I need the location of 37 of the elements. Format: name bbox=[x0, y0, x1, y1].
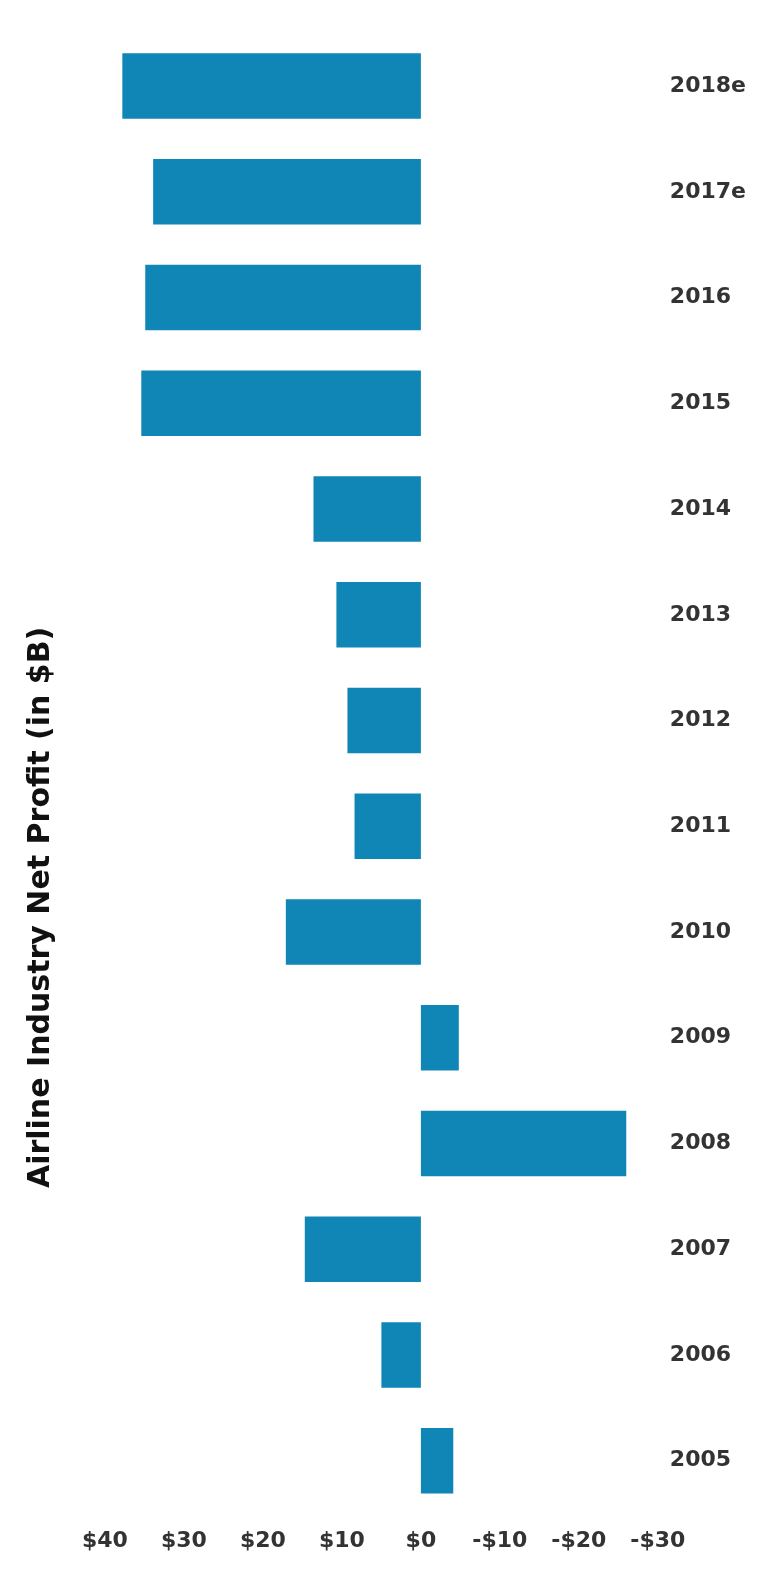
y-tick-label: 2015 bbox=[669, 389, 732, 415]
bar bbox=[313, 476, 421, 542]
y-tick-label: 2007 bbox=[669, 1234, 732, 1260]
y-tick-label: 2018e bbox=[669, 71, 746, 97]
x-tick-label: $0 bbox=[405, 1526, 437, 1552]
x-tick-label: $20 bbox=[239, 1526, 286, 1552]
y-tick-label: 2017e bbox=[669, 177, 746, 203]
bar bbox=[153, 159, 421, 225]
y-tick-label: 2014 bbox=[669, 494, 732, 520]
bar bbox=[122, 53, 421, 119]
bar bbox=[347, 687, 421, 754]
y-tick-label: 2012 bbox=[669, 706, 732, 732]
bar bbox=[145, 264, 421, 331]
bar bbox=[420, 1110, 627, 1177]
x-tick-label: -$20 bbox=[551, 1526, 607, 1552]
bar bbox=[420, 1004, 459, 1071]
x-tick-label: $10 bbox=[318, 1526, 365, 1552]
x-tick-label: -$30 bbox=[630, 1526, 686, 1552]
text: Airline Industry Net Profit (in $B) bbox=[20, 625, 56, 1188]
y-tick-label: 2008 bbox=[669, 1129, 732, 1155]
bar bbox=[420, 1427, 454, 1494]
x-tick-label: -$10 bbox=[472, 1526, 528, 1552]
bar bbox=[336, 582, 421, 648]
x-tick-label: $30 bbox=[160, 1526, 207, 1552]
bar bbox=[304, 1216, 421, 1283]
y-tick-label: 2016 bbox=[669, 283, 732, 309]
y-tick-label: 2009 bbox=[669, 1023, 732, 1049]
y-tick-label: 2005 bbox=[669, 1446, 732, 1472]
y-tick-label: 2013 bbox=[669, 600, 732, 626]
bar bbox=[141, 370, 421, 437]
y-tick-label: 2011 bbox=[669, 811, 732, 837]
y-tick-label: 2006 bbox=[669, 1340, 732, 1366]
bar bbox=[285, 899, 421, 965]
x-tick-label: $40 bbox=[81, 1526, 128, 1552]
bar bbox=[354, 793, 421, 860]
y-tick-label: 2010 bbox=[669, 917, 732, 943]
bar bbox=[381, 1322, 421, 1388]
